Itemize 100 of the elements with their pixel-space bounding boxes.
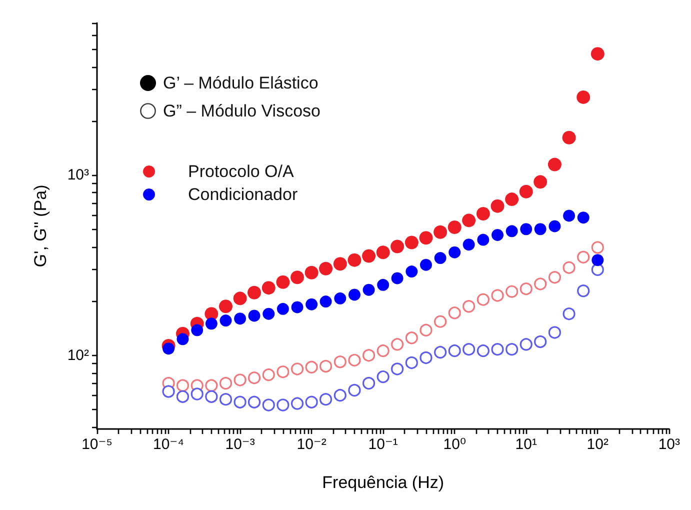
point (334, 356, 346, 368)
point (391, 338, 404, 351)
x-tick-label: 10⁻⁴ (152, 436, 184, 453)
point (276, 366, 290, 378)
point (219, 393, 232, 406)
point (591, 241, 604, 254)
point (306, 298, 318, 310)
x-tick-label: 10⁻³ (225, 436, 255, 453)
point (492, 228, 504, 241)
point (520, 223, 532, 236)
point (563, 210, 576, 222)
point (520, 338, 532, 351)
point (205, 318, 218, 330)
point (477, 234, 490, 246)
point (290, 362, 304, 376)
point (219, 376, 232, 390)
point (506, 343, 518, 356)
point (319, 393, 332, 406)
point (334, 292, 346, 304)
x-tick-label: 10¹ (515, 436, 537, 453)
point (406, 266, 418, 278)
point (562, 308, 576, 320)
point (420, 351, 432, 364)
point (362, 284, 375, 296)
point (434, 252, 446, 264)
annotation: G” – Módulo Viscoso (163, 102, 320, 120)
point (548, 158, 562, 172)
point (520, 282, 532, 296)
point (505, 192, 519, 206)
point (420, 324, 432, 336)
x-tick-label: 10⁻² (296, 436, 326, 453)
point (519, 184, 533, 198)
point (234, 312, 246, 325)
point (219, 300, 232, 314)
point (462, 214, 476, 228)
x-tick-label: 10⁰ (443, 436, 466, 453)
point (176, 333, 189, 346)
point (404, 236, 418, 250)
point (476, 293, 490, 306)
point (248, 372, 261, 384)
point (162, 342, 175, 355)
point (191, 324, 204, 336)
point (176, 390, 190, 403)
point (491, 343, 504, 356)
point (591, 263, 604, 276)
point (548, 271, 562, 284)
point (348, 253, 362, 267)
point (234, 374, 246, 386)
point (448, 246, 461, 258)
point (448, 306, 461, 320)
point (462, 343, 476, 356)
point (205, 390, 218, 403)
point (276, 275, 290, 289)
point (262, 281, 276, 295)
point (348, 288, 360, 301)
point (304, 266, 318, 280)
point (576, 90, 590, 104)
point (234, 396, 246, 408)
y-axis-title: G', G'' (Pa) (31, 184, 50, 268)
point (562, 130, 576, 144)
point (577, 284, 590, 298)
point (262, 308, 275, 320)
point (391, 362, 404, 376)
point (434, 225, 448, 239)
x-axis-title: Frequência (Hz) (322, 473, 444, 492)
point (233, 292, 247, 306)
point (305, 360, 318, 374)
point (376, 344, 390, 358)
point (333, 257, 347, 271)
x-tick-label: 10⁻⁵ (82, 436, 112, 453)
point (319, 262, 333, 276)
point (577, 250, 590, 264)
point (462, 238, 475, 251)
annotation: G’ – Módulo Elástico (163, 74, 318, 92)
point (376, 370, 390, 384)
point (291, 301, 304, 314)
x-tick-label: 10³ (658, 436, 680, 453)
point (290, 397, 304, 410)
point (319, 360, 332, 373)
point (334, 389, 346, 402)
point (405, 332, 418, 344)
point (362, 249, 376, 263)
point (476, 344, 490, 358)
x-tick-label: 10² (586, 436, 608, 453)
point (220, 314, 232, 327)
point (362, 349, 376, 362)
point (506, 285, 518, 298)
point (534, 278, 547, 290)
point (248, 310, 260, 322)
legend-label: Condicionador (188, 185, 298, 204)
point (506, 225, 518, 238)
point (476, 207, 490, 221)
point (320, 296, 332, 308)
point (590, 47, 604, 61)
point (562, 261, 576, 274)
point (548, 220, 561, 232)
point (448, 220, 462, 234)
point (534, 175, 548, 189)
point (362, 376, 376, 390)
point (190, 388, 204, 400)
